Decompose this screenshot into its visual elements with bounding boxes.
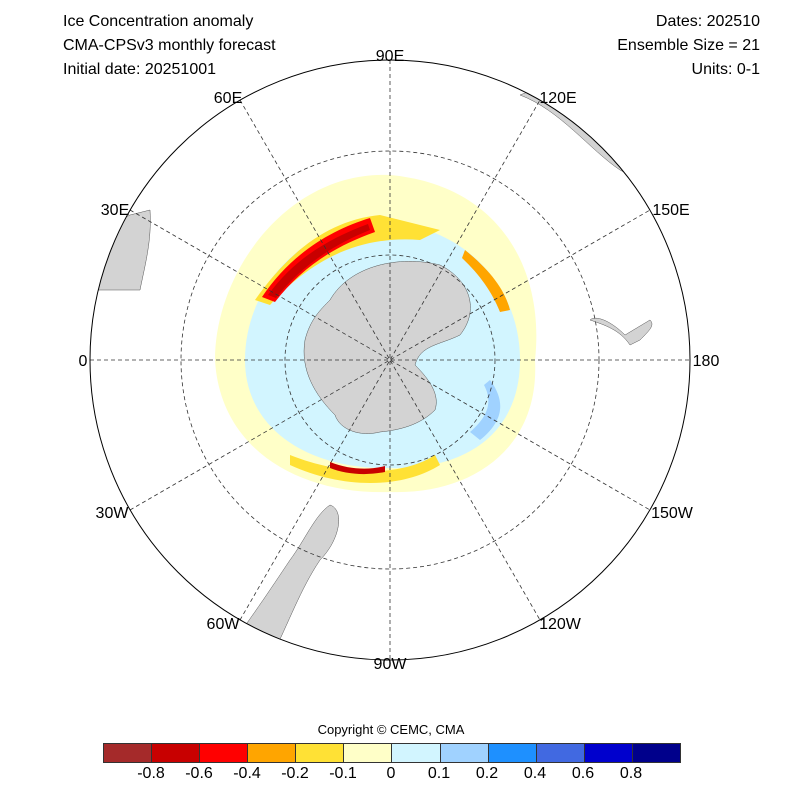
lon-label-120e: 120E: [539, 90, 577, 107]
lon-label-60w: 60W: [206, 616, 240, 633]
colorbar-tick: 0.1: [427, 765, 451, 782]
lon-label-0: 0: [78, 353, 88, 370]
colorbar-swatch: [344, 744, 393, 762]
dates-label: Dates: 202510: [655, 13, 760, 30]
colorbar-swatch: [392, 744, 441, 762]
lon-label-150w: 150W: [651, 505, 693, 522]
colorbar-tick: -0.6: [185, 765, 213, 782]
colorbar: [103, 743, 681, 763]
colorbar-swatch: [152, 744, 201, 762]
anomaly-blue-east: [470, 380, 501, 440]
colorbar-tick: 0: [386, 765, 396, 782]
antarctica: [303, 261, 471, 434]
lon-label-150e: 150E: [652, 202, 690, 219]
anomaly-yellow-band-north: [255, 215, 440, 305]
colorbar-tick: -0.8: [137, 765, 165, 782]
anomaly-darkred-band: [268, 224, 370, 298]
lon-label-30e: 30E: [100, 202, 130, 219]
colorbar-swatch: [104, 744, 153, 762]
colorbar-swatch: [632, 744, 680, 762]
colorbar-swatch: [296, 744, 345, 762]
anomaly-band-south: [290, 455, 440, 484]
title-line-1: Ice Concentration anomaly: [63, 13, 254, 30]
ensemble-size: Ensemble Size = 21: [617, 37, 760, 54]
lon-label-90w: 90W: [373, 656, 407, 673]
initial-date: Initial date: 20251001: [63, 61, 217, 78]
colorbar-swatch: [536, 744, 585, 762]
colorbar-tick: -0.1: [329, 765, 357, 782]
graticule: [90, 60, 690, 660]
colorbar-swatch: [488, 744, 537, 762]
colorbar-tick: 0.8: [619, 765, 643, 782]
colorbar-swatch: [440, 744, 489, 762]
colorbar-swatch: [584, 744, 633, 762]
colorbar-swatch: [248, 744, 297, 762]
lon-label-120w: 120W: [539, 616, 581, 633]
map-boundary: [89, 59, 691, 661]
lon-label-90e: 90E: [375, 48, 405, 65]
colorbar-swatch: [200, 744, 249, 762]
colorbar-tick: 0.2: [475, 765, 499, 782]
colorbar-tick: -0.2: [281, 765, 309, 782]
colorbar-tick: 0.4: [523, 765, 547, 782]
anomaly-band-east: [462, 250, 510, 312]
lon-label-60e: 60E: [213, 90, 243, 107]
south-america: [219, 504, 339, 660]
anomaly-red-south: [330, 462, 385, 475]
copyright: Copyright © CEMC, CMA: [317, 722, 465, 737]
new-zealand: [589, 317, 653, 346]
lon-label-30w: 30W: [95, 505, 129, 522]
colorbar-tick: 0.6: [571, 765, 595, 782]
africa: [90, 209, 151, 291]
units-label: Units: 0-1: [691, 61, 760, 78]
title-line-2: CMA-CPSv3 monthly forecast: [63, 37, 276, 54]
lon-label-180: 180: [692, 353, 720, 370]
colorbar-tick: -0.4: [233, 765, 261, 782]
